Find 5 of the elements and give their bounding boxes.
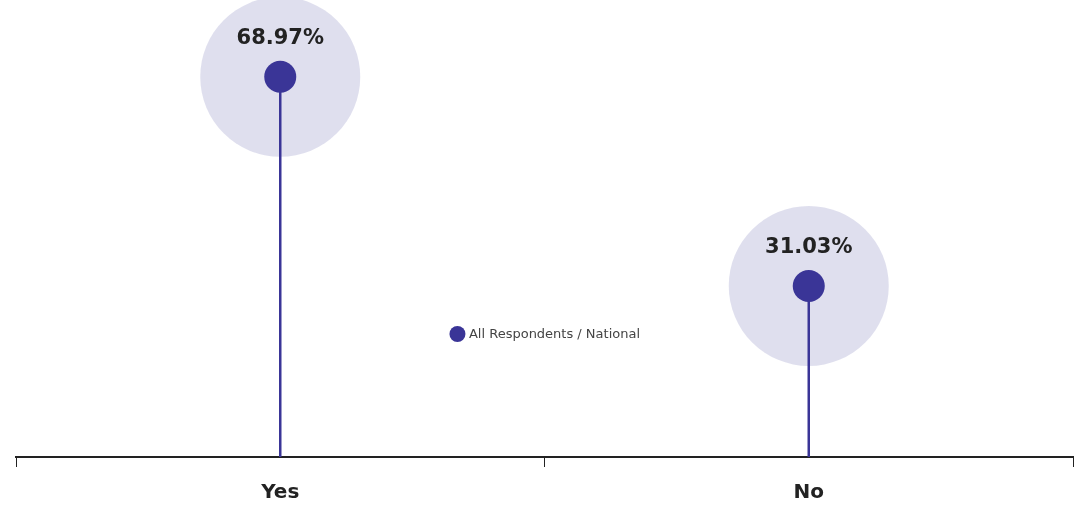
data-label: 31.03% bbox=[765, 233, 853, 258]
legend-label: All Respondents / National bbox=[468, 326, 641, 342]
x-tick-label: Yes bbox=[260, 479, 300, 504]
data-label: 68.97% bbox=[236, 24, 324, 49]
x-tick-label: No bbox=[793, 479, 824, 504]
